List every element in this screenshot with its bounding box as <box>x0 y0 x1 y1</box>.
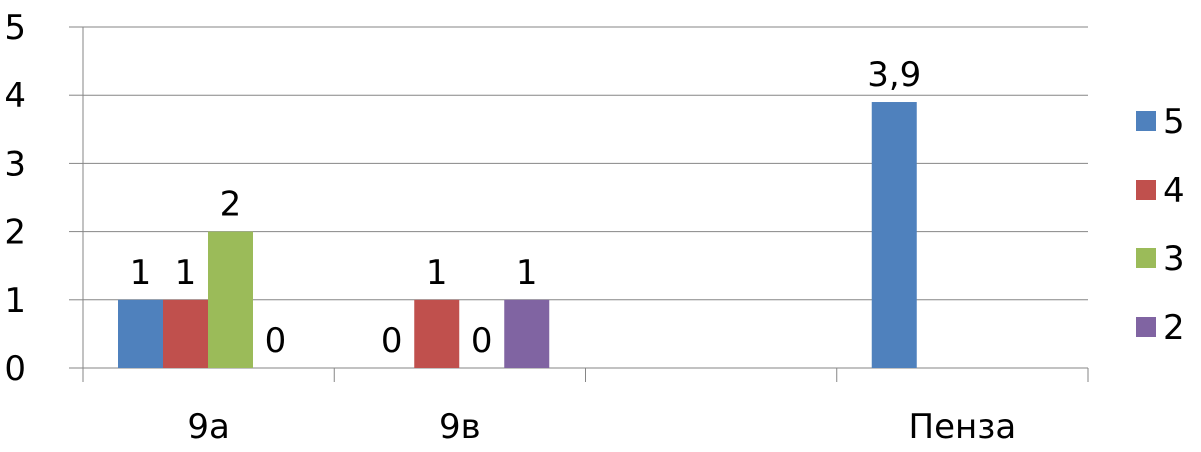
bar <box>414 299 460 368</box>
bars <box>118 102 917 369</box>
y-tick-label: 1 <box>4 281 26 321</box>
x-tick-label: 9а <box>187 407 229 447</box>
legend-swatch <box>1136 180 1156 200</box>
data-label: 1 <box>516 253 538 293</box>
legend-label: 3 <box>1163 239 1185 279</box>
y-tick-label: 4 <box>4 76 26 116</box>
bar <box>504 299 550 368</box>
y-tick-label: 3 <box>4 144 26 184</box>
legend-swatch <box>1136 317 1156 337</box>
data-label: 1 <box>175 253 197 293</box>
y-tick-label: 0 <box>4 349 26 389</box>
y-tick-label: 5 <box>4 8 26 48</box>
legend-label: 5 <box>1163 102 1185 142</box>
legend-label: 2 <box>1163 308 1185 348</box>
legend: 5 4 3 2 <box>1136 102 1185 348</box>
data-label: 3,9 <box>867 55 921 95</box>
data-label: 0 <box>381 321 403 361</box>
bar <box>163 299 208 368</box>
data-label: 1 <box>426 253 448 293</box>
data-label: 0 <box>471 321 493 361</box>
data-label: 0 <box>265 321 287 361</box>
bar <box>118 299 163 368</box>
legend-swatch <box>1136 248 1156 268</box>
bar <box>871 102 917 369</box>
y-tick-label: 2 <box>4 213 26 253</box>
x-tick-label: Пенза <box>909 407 1017 447</box>
legend-swatch <box>1136 111 1156 131</box>
x-tick-label: 9в <box>439 407 481 447</box>
legend-label: 4 <box>1163 171 1185 211</box>
data-label: 1 <box>130 253 152 293</box>
bar <box>208 231 253 368</box>
data-label: 2 <box>220 185 242 225</box>
